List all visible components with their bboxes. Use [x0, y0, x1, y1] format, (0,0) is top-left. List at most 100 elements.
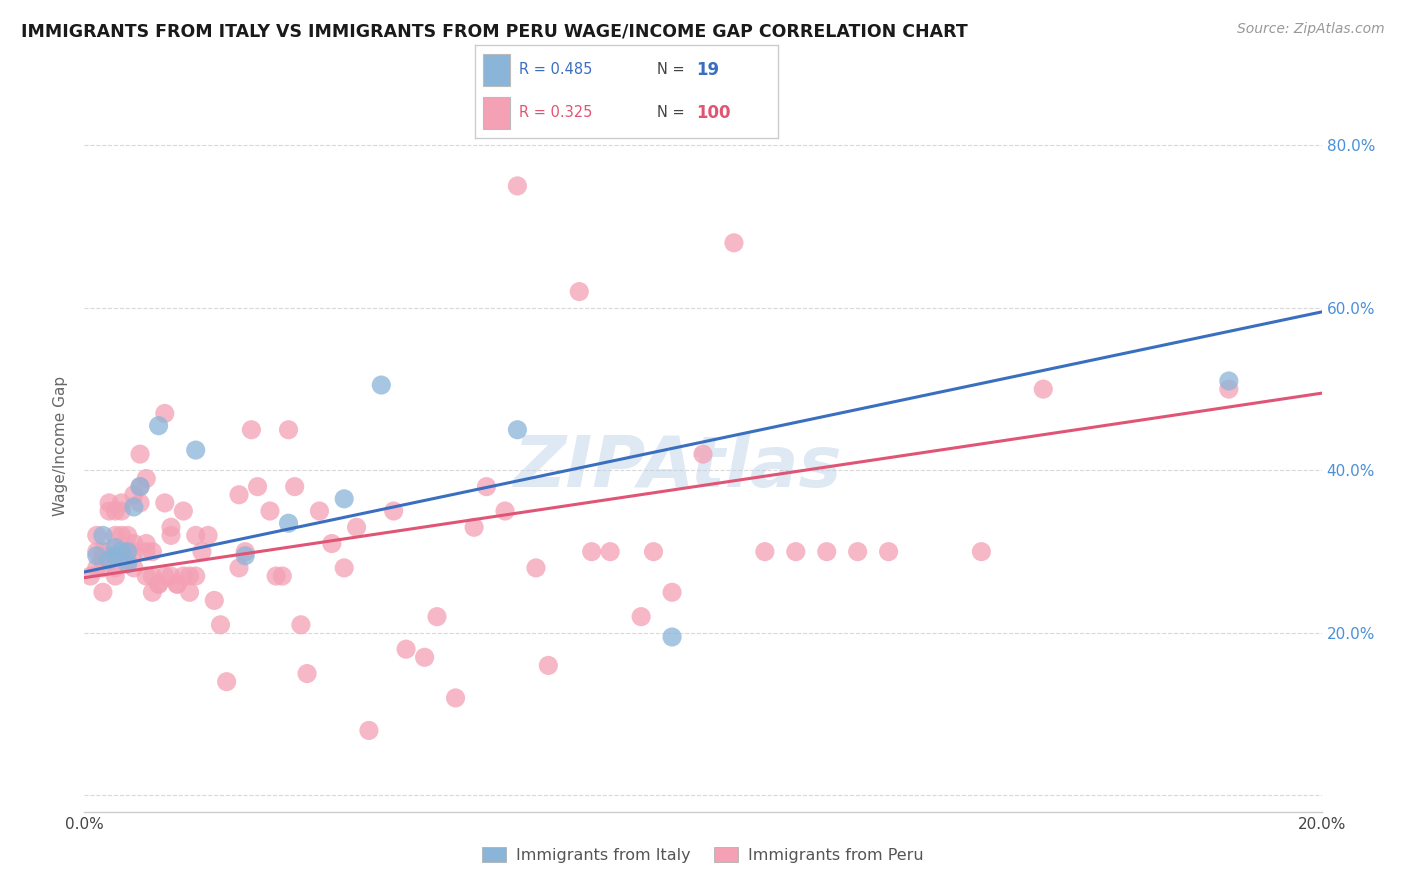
Point: [184, 569, 207, 583]
Point: [104, 528, 127, 542]
Point: [264, 569, 287, 583]
Point: [104, 569, 127, 583]
Point: [110, 528, 132, 542]
Point: [846, 544, 869, 558]
Text: 100: 100: [696, 104, 730, 122]
Point: [79, 569, 101, 583]
Point: [395, 642, 418, 657]
Point: [277, 516, 299, 531]
Point: [197, 528, 219, 542]
Point: [153, 407, 176, 421]
Point: [643, 544, 665, 558]
Point: [295, 666, 318, 681]
Point: [110, 504, 132, 518]
Point: [692, 447, 714, 461]
Text: ZIPAtlas: ZIPAtlas: [515, 434, 842, 502]
Point: [117, 553, 139, 567]
Point: [240, 423, 263, 437]
Point: [110, 496, 132, 510]
Point: [370, 378, 392, 392]
Point: [284, 480, 307, 494]
Legend: Immigrants from Italy, Immigrants from Peru: Immigrants from Italy, Immigrants from P…: [477, 840, 929, 870]
Point: [160, 520, 183, 534]
Text: N =: N =: [657, 62, 685, 78]
Point: [209, 617, 232, 632]
Point: [308, 504, 330, 518]
Point: [148, 418, 170, 433]
Y-axis label: Wage/Income Gap: Wage/Income Gap: [53, 376, 69, 516]
Point: [1218, 374, 1240, 388]
Point: [184, 443, 207, 458]
Point: [129, 496, 152, 510]
Point: [179, 585, 201, 599]
Point: [1032, 382, 1054, 396]
Point: [179, 569, 201, 583]
Point: [233, 549, 256, 563]
Point: [463, 520, 485, 534]
Point: [271, 569, 294, 583]
Point: [153, 569, 176, 583]
Point: [91, 585, 114, 599]
Text: N =: N =: [657, 105, 685, 120]
FancyBboxPatch shape: [482, 54, 510, 86]
Point: [970, 544, 993, 558]
Point: [122, 500, 145, 514]
Point: [815, 544, 838, 558]
Point: [141, 585, 163, 599]
Point: [117, 544, 139, 558]
Point: [246, 480, 269, 494]
Point: [524, 561, 547, 575]
Point: [277, 423, 299, 437]
Point: [599, 544, 621, 558]
Text: R = 0.325: R = 0.325: [519, 105, 592, 120]
Point: [166, 577, 188, 591]
Point: [160, 569, 183, 583]
Point: [506, 423, 529, 437]
Point: [110, 544, 132, 558]
Point: [91, 561, 114, 575]
Point: [259, 504, 281, 518]
Text: Source: ZipAtlas.com: Source: ZipAtlas.com: [1237, 22, 1385, 37]
Point: [122, 561, 145, 575]
Point: [160, 528, 183, 542]
Point: [91, 553, 114, 567]
Point: [785, 544, 807, 558]
Point: [86, 528, 108, 542]
Point: [148, 577, 170, 591]
Point: [86, 561, 108, 575]
Point: [581, 544, 603, 558]
Point: [129, 480, 152, 494]
Point: [141, 569, 163, 583]
Point: [494, 504, 516, 518]
Point: [228, 561, 250, 575]
Point: [129, 480, 152, 494]
Point: [321, 536, 343, 550]
Point: [117, 544, 139, 558]
Point: [148, 577, 170, 591]
Point: [290, 617, 312, 632]
Point: [153, 496, 176, 510]
Point: [661, 585, 683, 599]
Point: [426, 609, 449, 624]
Point: [104, 549, 127, 563]
Point: [723, 235, 745, 250]
Point: [86, 544, 108, 558]
Point: [333, 561, 356, 575]
FancyBboxPatch shape: [482, 97, 510, 129]
Point: [135, 569, 157, 583]
Point: [135, 544, 157, 558]
Point: [166, 577, 188, 591]
Point: [122, 544, 145, 558]
Point: [1218, 382, 1240, 396]
Point: [135, 536, 157, 550]
Point: [444, 690, 467, 705]
Point: [135, 471, 157, 485]
Text: 19: 19: [696, 61, 718, 78]
Point: [91, 528, 114, 542]
Point: [104, 561, 127, 575]
Point: [117, 528, 139, 542]
Point: [86, 549, 108, 563]
Point: [129, 447, 152, 461]
Point: [754, 544, 776, 558]
Point: [233, 544, 256, 558]
